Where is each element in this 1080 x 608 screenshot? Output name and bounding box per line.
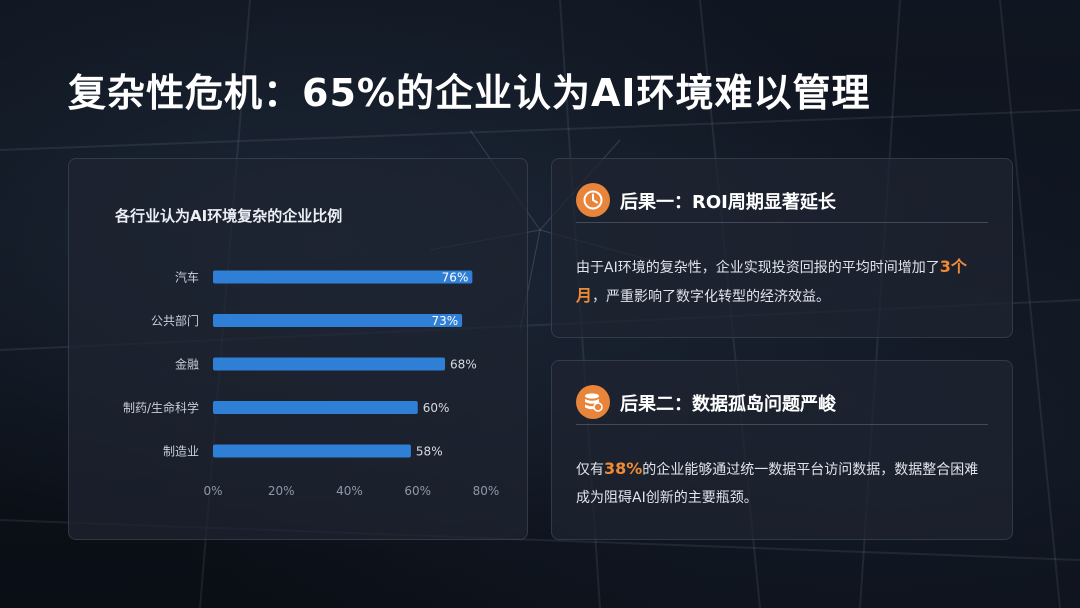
data-label: 60% [423,401,450,415]
data-label: 68% [450,358,477,372]
card-text: ，严重影响了数字化转型的经济效益。 [592,289,831,305]
x-tick-label: 0% [203,484,222,498]
chart-title: 各行业认为AI环境复杂的企业比例 [115,207,343,225]
consequence-card-1: 后果一：ROI周期显著延长 由于AI环境的复杂性，企业实现投资回报的平均时间增加… [551,158,1013,338]
chart-panel: 各行业认为AI环境复杂的企业比例 汽车 76% 公共部门 73% 金融 68% 制药/生命科… [68,158,528,540]
page-title: 复杂性危机：65%的企业认为AI环境难以管理 [68,71,871,115]
x-tick-label: 40% [336,484,363,498]
x-tick-label: 60% [404,484,431,498]
card-text: 的企业能够通过统一数据平台访问数据，数据整合困难成为阻碍AI创新的主要瓶颈。 [576,462,979,506]
card-text: 由于AI环境的复杂性，企业实现投资回报的平均时间增加了 [576,260,940,276]
category-label: 制药/生命科学 [123,400,199,415]
divider [576,424,988,425]
card-body: 由于AI环境的复杂性，企业实现投资回报的平均时间增加了3个月，严重影响了数字化转… [576,253,988,311]
card-heading: 后果一：ROI周期显著延长 [620,192,836,213]
category-label: 公共部门 [151,313,199,328]
database-icon [576,385,610,419]
bar [213,357,446,371]
bar [213,270,473,284]
category-label: 汽车 [175,270,199,285]
card-body: 仅有38%的企业能够通过统一数据平台访问数据，数据整合困难成为阻碍AI创新的主要… [576,455,988,512]
data-label: 73% [431,314,458,328]
clock-icon [576,183,610,217]
category-label: 制造业 [163,445,199,459]
highlight-value: 38% [604,459,643,478]
card-heading: 后果二：数据孤岛问题严峻 [620,394,836,415]
data-label: 76% [442,271,469,285]
x-tick-label: 80% [473,484,500,498]
bar [213,444,411,458]
highlight-value: 3个月 [576,257,967,305]
data-label: 58% [416,445,443,459]
x-tick-label: 20% [268,484,295,498]
bar-chart: 汽车 76% 公共部门 73% 金融 68% 制药/生命科学 60% 制造业 58% 0% 20% 40… [123,270,500,499]
category-label: 金融 [175,357,199,372]
card-text: 仅有 [576,462,604,478]
bar [213,314,463,327]
bar [213,401,418,414]
consequence-card-2: 后果二：数据孤岛问题严峻 仅有38%的企业能够通过统一数据平台访问数据，数据整合… [551,360,1013,540]
divider [576,222,988,223]
